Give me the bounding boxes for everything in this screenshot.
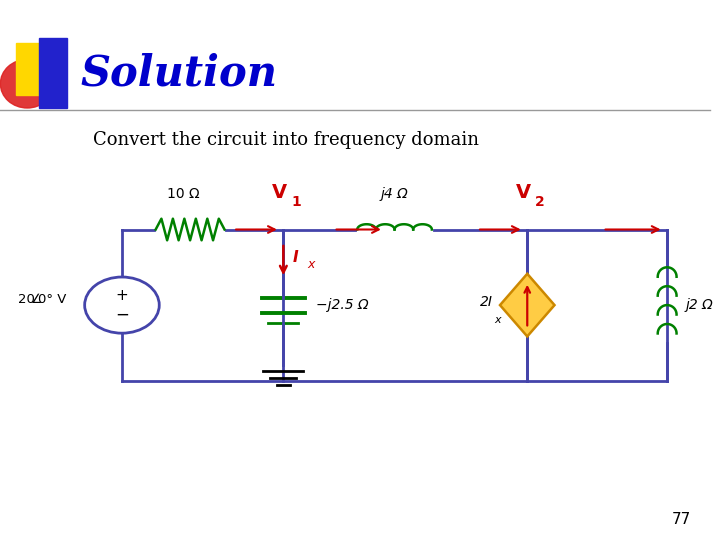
Polygon shape xyxy=(500,274,554,336)
Text: V: V xyxy=(516,184,531,202)
Circle shape xyxy=(85,277,159,333)
Text: I: I xyxy=(293,251,298,265)
Text: V: V xyxy=(272,184,287,202)
Text: 20: 20 xyxy=(18,293,35,306)
Bar xyxy=(40,38,67,108)
Ellipse shape xyxy=(0,59,54,108)
Text: j4 Ω: j4 Ω xyxy=(381,187,408,201)
Text: x: x xyxy=(494,315,501,325)
Text: Convert the circuit into frequency domain: Convert the circuit into frequency domai… xyxy=(94,131,480,150)
Text: 2: 2 xyxy=(535,195,545,209)
Text: −j2.5 Ω: −j2.5 Ω xyxy=(315,298,368,312)
Bar xyxy=(16,43,53,94)
Text: 1: 1 xyxy=(292,195,301,209)
Text: ∠: ∠ xyxy=(31,293,42,306)
Text: 10 Ω: 10 Ω xyxy=(166,187,199,201)
Text: x: x xyxy=(307,258,315,272)
Text: −: − xyxy=(115,306,129,324)
Text: +: + xyxy=(116,288,128,303)
Text: Solution: Solution xyxy=(81,53,277,95)
Text: 0° V: 0° V xyxy=(38,293,66,306)
Text: 77: 77 xyxy=(672,512,691,527)
Text: 2I: 2I xyxy=(480,295,492,309)
Text: j2 Ω: j2 Ω xyxy=(685,298,713,312)
